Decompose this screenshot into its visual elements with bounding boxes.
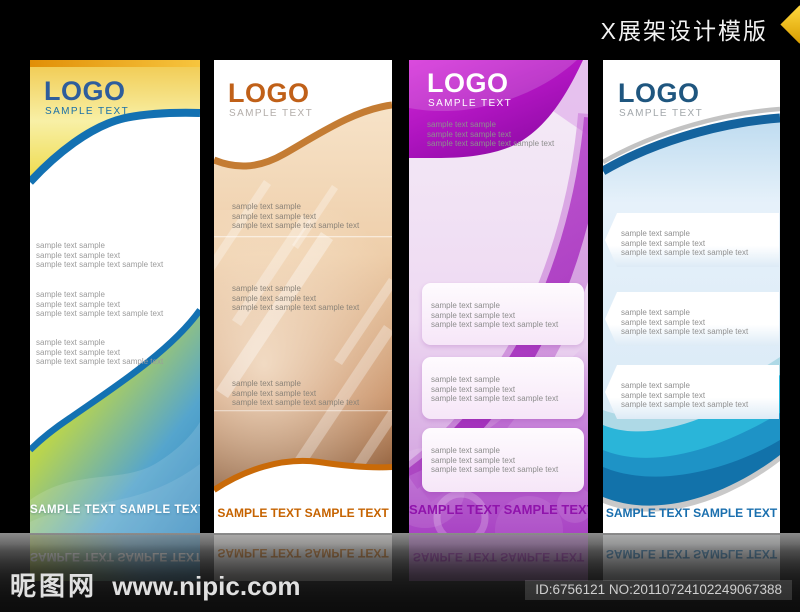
- text-line: sample text sample text: [431, 384, 516, 394]
- text-block: sample text sample sample text sample te…: [232, 379, 359, 408]
- banner-footer-text: SAMPLE TEXT SAMPLE TEXT: [30, 504, 200, 516]
- text-line: sample text sample text: [621, 390, 706, 400]
- watermark: 昵图网 www.nipic.com: [10, 566, 301, 603]
- banner-purple: LOGO SAMPLE TEXT sample text sample samp…: [409, 60, 588, 533]
- text-line: sample text sample: [232, 202, 301, 211]
- text-block: sample text sample sample text sample te…: [36, 290, 163, 319]
- text-line: sample text sample text: [36, 299, 121, 309]
- page-title: X展架设计模版: [600, 18, 768, 44]
- text-line: sample text sample text sample text: [232, 221, 360, 231]
- logo-subtitle: SAMPLE TEXT: [229, 108, 314, 119]
- logo-text: LOGO: [427, 68, 509, 98]
- text-line: sample text sample: [621, 229, 690, 238]
- text-line: sample text sample text sample text: [36, 309, 164, 319]
- logo-text: LOGO: [618, 78, 700, 108]
- text-line: sample text sample text: [36, 250, 121, 260]
- text-line: sample text sample text sample text: [621, 327, 749, 337]
- logo-subtitle: SAMPLE TEXT: [619, 108, 704, 119]
- banner-yellow-blue: LOGO SAMPLE TEXT sample text sample samp…: [30, 60, 200, 533]
- text-line: sample text sample: [621, 308, 690, 317]
- rounded-text-card: sample text sample sample text sample te…: [422, 357, 584, 419]
- text-line: sample text sample text sample text: [431, 465, 559, 475]
- text-line: sample text sample text sample text: [232, 303, 360, 313]
- text-line: sample text sample text: [621, 238, 706, 248]
- banner-footer-text: SAMPLE TEXT SAMPLE TEXT: [409, 502, 588, 517]
- text-line: sample text sample: [431, 375, 500, 384]
- text-line: sample text sample: [427, 120, 496, 129]
- text-line: sample text sample: [232, 284, 301, 293]
- rounded-text-card: sample text sample sample text sample te…: [422, 283, 584, 345]
- text-line: sample text sample text: [36, 347, 121, 357]
- banner-footer-text: SAMPLE TEXT SAMPLE TEXT: [217, 506, 389, 520]
- banner-brown-graphics: [214, 60, 392, 533]
- text-line: sample text sample text: [427, 129, 512, 139]
- text-line: sample text sample text sample text: [427, 139, 555, 149]
- banner-brown: LOGO SAMPLE TEXT sample text sample samp…: [214, 60, 392, 533]
- floor-fade: [0, 544, 800, 612]
- text-line: sample text sample text: [232, 388, 317, 398]
- text-line: sample text sample: [431, 301, 500, 310]
- text-line: sample text sample text: [232, 211, 317, 221]
- rounded-text-card: sample text sample sample text sample te…: [422, 428, 584, 492]
- logo-subtitle: SAMPLE TEXT: [428, 98, 513, 109]
- text-line: sample text sample text sample text: [36, 260, 164, 270]
- watermark-site-name: 昵图网: [10, 571, 98, 601]
- text-line: sample text sample: [36, 241, 105, 250]
- top-bar: X展架设计模版: [0, 0, 800, 56]
- text-line: sample text sample text: [431, 310, 516, 320]
- banner-footer-text: SAMPLE TEXT SAMPLE TEXT: [605, 506, 778, 520]
- arrow-text-card: sample text sample sample text sample te…: [605, 213, 779, 267]
- text-line: sample text sample text sample text: [431, 320, 559, 330]
- text-block: sample text sample sample text sample te…: [232, 202, 359, 231]
- text-line: sample text sample text sample text: [431, 394, 559, 404]
- text-line: sample text sample text: [232, 293, 317, 303]
- text-line: sample text sample text: [431, 455, 516, 465]
- diamond-icon: [780, 5, 800, 44]
- text-line: sample text sample text sample text: [36, 357, 164, 367]
- logo-text: LOGO: [228, 78, 310, 108]
- logo-text: LOGO: [44, 76, 126, 106]
- text-line: sample text sample: [431, 446, 500, 455]
- text-line: sample text sample text sample text: [621, 248, 749, 258]
- text-line: sample text sample: [621, 381, 690, 390]
- image-id-badge: ID:6756121 NO:20110724102249067388: [525, 580, 792, 600]
- banner-yellow-blue-graphics: [30, 60, 200, 533]
- arrow-text-card: sample text sample sample text sample te…: [605, 292, 779, 346]
- text-line: sample text sample text sample text: [232, 398, 360, 408]
- text-line: sample text sample text: [621, 317, 706, 327]
- text-block: sample text sample sample text sample te…: [232, 284, 359, 313]
- arrow-text-card: sample text sample sample text sample te…: [605, 365, 779, 419]
- text-line: sample text sample: [232, 379, 301, 388]
- text-line: sample text sample text sample text: [621, 400, 749, 410]
- banner-blue: LOGO SAMPLE TEXT sample text sample samp…: [603, 60, 780, 533]
- text-block: sample text sample sample text sample te…: [36, 241, 163, 270]
- text-line: sample text sample: [36, 290, 105, 299]
- text-line: sample text sample: [36, 338, 105, 347]
- text-block: sample text sample sample text sample te…: [36, 338, 163, 367]
- watermark-site-url: www.nipic.com: [112, 571, 301, 601]
- logo-subtitle: SAMPLE TEXT: [45, 106, 130, 117]
- text-block: sample text sample sample text sample te…: [427, 120, 554, 149]
